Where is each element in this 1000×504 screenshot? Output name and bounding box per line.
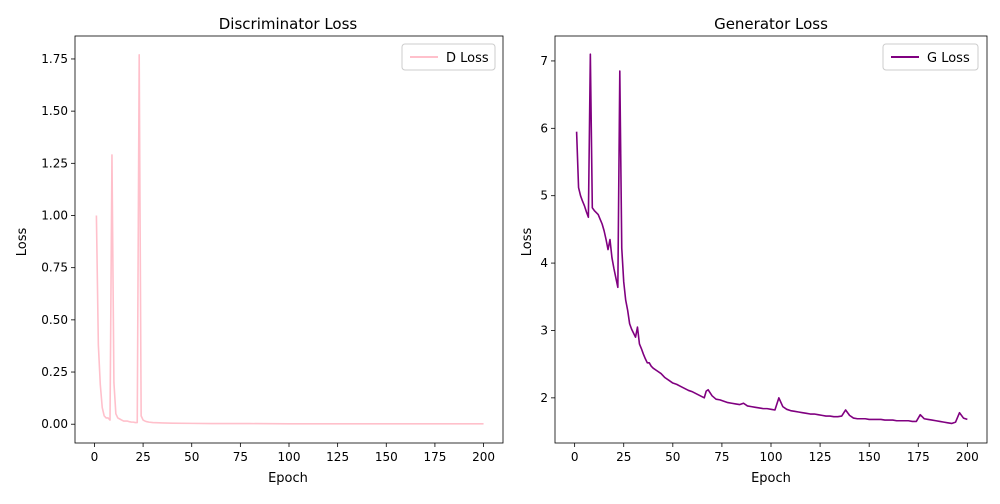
legend-box [882, 43, 979, 71]
x-tick-label: 125 [326, 450, 349, 464]
legend: D Loss [401, 43, 496, 71]
y-tick-label: 5 [540, 189, 548, 203]
y-tick-label: 7 [540, 54, 548, 68]
x-tick-label: 175 [907, 450, 930, 464]
y-tick-label: 3 [540, 323, 548, 337]
x-axis-ticks: 0 25 50 75 100 125 150 175 200 [571, 443, 979, 464]
y-axis-ticks: 2 3 4 5 6 7 [540, 54, 555, 405]
x-axis-label: Epoch [751, 471, 791, 486]
chart-title: Discriminator Loss [219, 15, 358, 33]
chart-title: Generator Loss [714, 15, 828, 33]
legend-label: D Loss [446, 51, 489, 66]
y-tick-label: 0.00 [41, 417, 68, 431]
x-tick-label: 25 [135, 450, 150, 464]
y-tick-label: 2 [540, 391, 548, 405]
x-tick-label: 50 [184, 450, 199, 464]
x-tick-label: 100 [278, 450, 301, 464]
x-tick-label: 200 [956, 450, 979, 464]
y-tick-label: 0.75 [41, 261, 68, 275]
y-axis-label: Loss [520, 228, 535, 257]
x-axis-label: Epoch [268, 471, 308, 486]
series-line-d-loss [95, 53, 484, 425]
x-tick-label: 100 [760, 450, 783, 464]
x-tick-label: 75 [233, 450, 248, 464]
y-axis-label: Loss [15, 228, 30, 257]
x-tick-label: 50 [665, 450, 680, 464]
x-tick-label: 200 [472, 450, 495, 464]
y-tick-label: 1.75 [41, 52, 68, 66]
x-tick-label: 175 [423, 450, 446, 464]
x-tick-label: 150 [375, 450, 398, 464]
x-tick-label: 0 [571, 450, 579, 464]
generator-loss-chart: Generator Loss 0 25 50 75 100 125 150 175 200 23… [520, 15, 988, 486]
x-axis-ticks: 0 25 50 75 100 125 150 175 200 [91, 443, 495, 464]
x-tick-label: 75 [714, 450, 729, 464]
y-tick-label: 1.50 [41, 104, 68, 118]
y-tick-label: 0.50 [41, 313, 68, 327]
series-line-g-loss [575, 53, 968, 425]
discriminator-loss-chart: Discriminator Loss 0 25 50 75 100 125 150 175 20… [15, 15, 504, 486]
x-tick-label: 125 [809, 450, 832, 464]
legend: G Loss [882, 43, 979, 71]
y-tick-label: 1.25 [41, 156, 68, 170]
legend-label: G Loss [927, 51, 970, 66]
y-tick-label: 6 [540, 121, 548, 135]
x-tick-label: 0 [91, 450, 99, 464]
x-tick-label: 25 [616, 450, 631, 464]
y-tick-label: 1.00 [41, 208, 68, 222]
y-tick-label: 4 [540, 256, 548, 270]
y-axis-ticks: 0.00 0.25 0.50 0.75 1.00 1.25 1.50 1.75 [41, 52, 75, 431]
x-tick-label: 150 [858, 450, 881, 464]
legend-box [401, 43, 496, 71]
y-tick-label: 0.25 [41, 365, 68, 379]
